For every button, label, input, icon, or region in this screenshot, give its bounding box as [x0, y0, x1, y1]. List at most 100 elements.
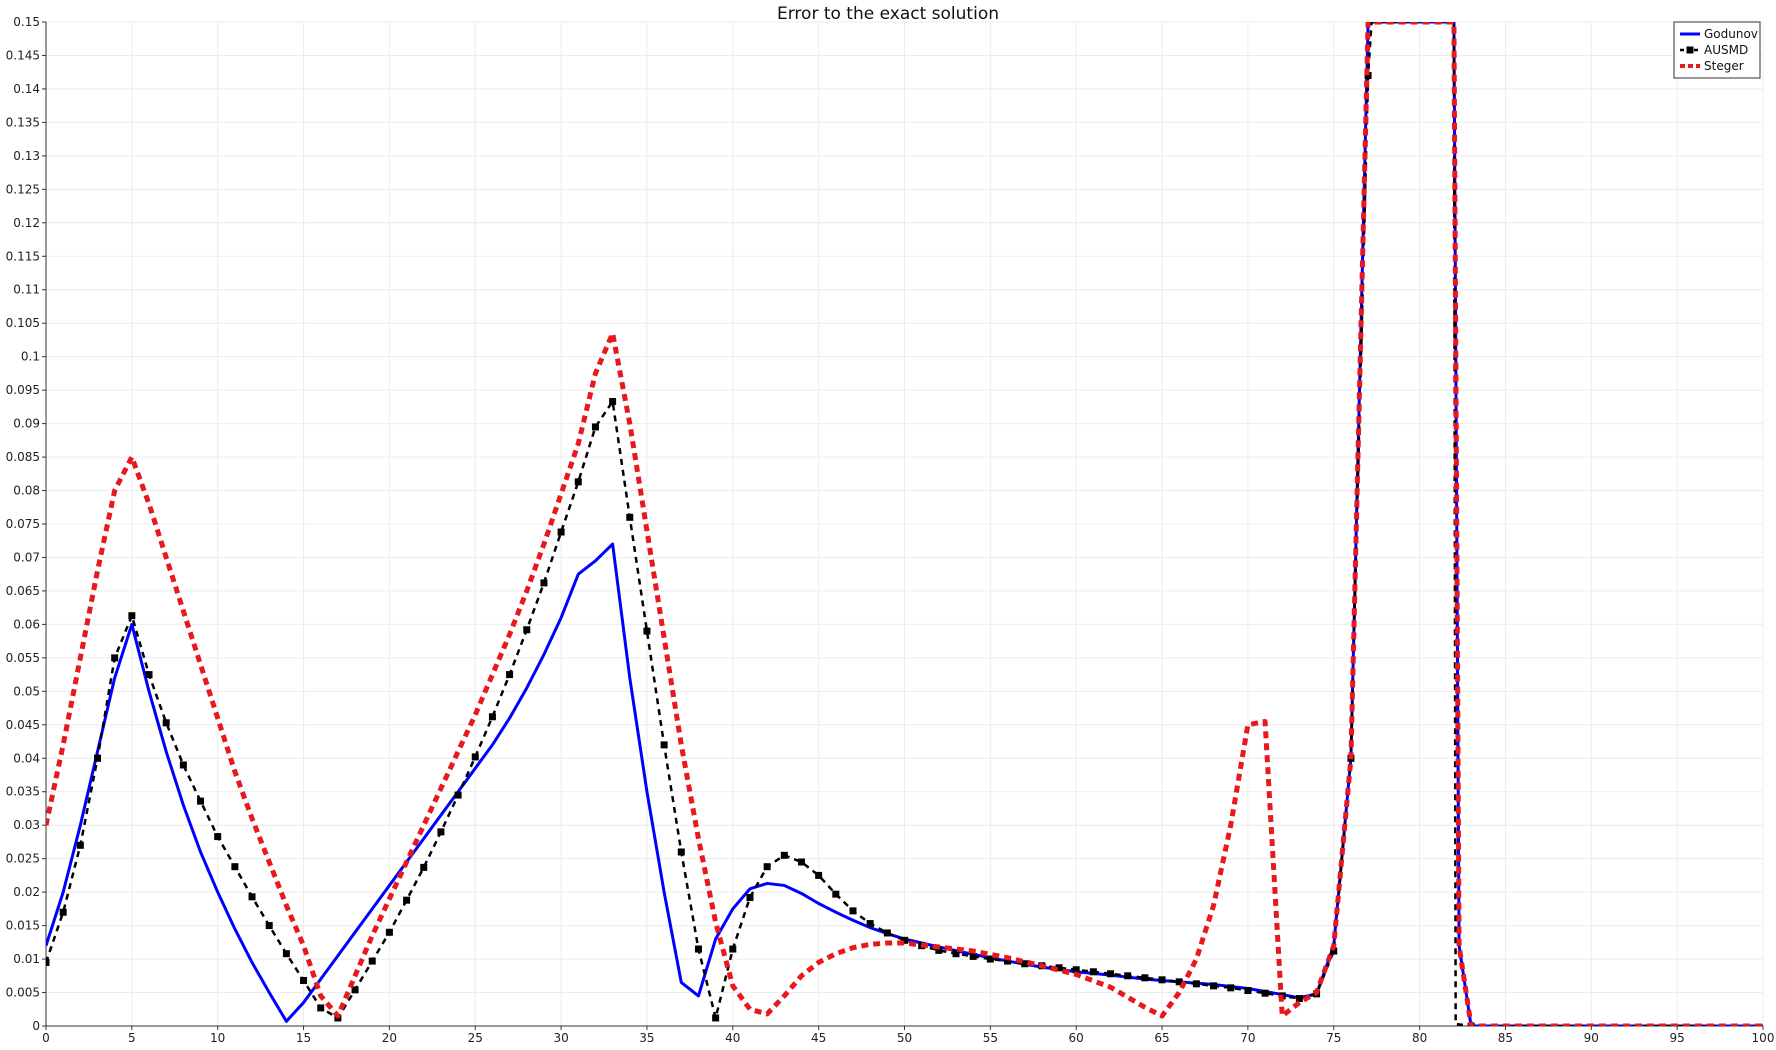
y-tick-label: 0.125: [6, 182, 40, 196]
y-tick-label: 0.1: [21, 350, 40, 364]
data-point-ausmd: [59, 908, 67, 916]
series-clip-group: [46, 22, 1763, 1026]
data-point-ausmd: [1021, 960, 1029, 968]
data-point-ausmd: [1004, 957, 1012, 965]
data-point-ausmd: [403, 896, 411, 904]
x-tick-label: 0: [42, 1031, 50, 1045]
x-tick-label: 70: [1240, 1031, 1255, 1045]
data-point-ausmd: [523, 626, 531, 634]
x-tick-label: 55: [983, 1031, 998, 1045]
chart-title: Error to the exact solution: [777, 4, 999, 24]
y-tick-label: 0.035: [6, 785, 40, 799]
data-point-ausmd: [111, 654, 119, 662]
y-tick-label: 0.135: [6, 115, 40, 129]
series-line-ausmd: [46, 22, 1763, 1026]
data-point-ausmd: [1210, 982, 1218, 990]
legend-label-godunov: Godunov: [1704, 27, 1758, 41]
y-tick-label: 0.015: [6, 919, 40, 933]
data-point-ausmd: [214, 833, 222, 841]
x-tick-label: 10: [210, 1031, 225, 1045]
x-tick-label: 50: [897, 1031, 912, 1045]
data-point-ausmd: [265, 922, 273, 930]
data-point-ausmd: [626, 513, 634, 521]
x-tick-label: 80: [1412, 1031, 1427, 1045]
data-point-ausmd: [454, 791, 462, 799]
data-point-ausmd: [935, 946, 943, 954]
x-tick-label: 5: [128, 1031, 136, 1045]
data-point-ausmd: [591, 423, 599, 431]
x-tick-label: 90: [1584, 1031, 1599, 1045]
data-point-ausmd: [1244, 987, 1252, 995]
data-point-ausmd: [179, 761, 187, 769]
data-point-ausmd: [437, 828, 445, 836]
data-point-ausmd: [1124, 972, 1132, 980]
y-tick-label: 0.14: [13, 82, 40, 96]
data-point-ausmd: [969, 952, 977, 960]
data-point-ausmd: [1227, 984, 1235, 992]
data-point-ausmd: [729, 945, 737, 953]
y-tick-label: 0.09: [13, 417, 40, 431]
y-tick-label: 0.05: [13, 684, 40, 698]
x-tick-label: 25: [468, 1031, 483, 1045]
data-point-ausmd: [1089, 968, 1097, 976]
data-point-ausmd: [197, 797, 205, 805]
data-point-ausmd: [471, 753, 479, 761]
x-tick-label: 95: [1670, 1031, 1685, 1045]
y-tick-label: 0.03: [13, 818, 40, 832]
data-point-ausmd: [952, 950, 960, 958]
data-point-ausmd: [866, 920, 874, 928]
data-point-ausmd: [1295, 995, 1303, 1003]
x-tick-label: 75: [1326, 1031, 1341, 1045]
x-tick-label: 15: [296, 1031, 311, 1045]
y-tick-label: 0.06: [13, 617, 40, 631]
series-lines: [46, 22, 1763, 1026]
y-tick-label: 0.15: [13, 15, 40, 29]
data-point-ausmd: [986, 955, 994, 963]
x-tick-label: 85: [1498, 1031, 1513, 1045]
data-point-ausmd: [815, 871, 823, 879]
y-tick-label: 0.13: [13, 149, 40, 163]
y-tick-label: 0.11: [13, 283, 40, 297]
series-line-godunov: [46, 22, 1763, 1026]
data-point-ausmd: [574, 478, 582, 486]
data-point-ausmd: [797, 858, 805, 866]
data-point-ausmd: [488, 713, 496, 721]
x-tick-label: 60: [1069, 1031, 1084, 1045]
y-tick-label: 0: [32, 1019, 40, 1033]
y-tick-label: 0.12: [13, 216, 40, 230]
data-point-ausmd: [1072, 966, 1080, 974]
y-tick-label: 0.075: [6, 517, 40, 531]
y-tick-label: 0.02: [13, 885, 40, 899]
x-tick-label: 40: [725, 1031, 740, 1045]
legend-label-ausmd: AUSMD: [1704, 43, 1748, 57]
data-point-ausmd: [883, 929, 891, 937]
data-point-ausmd: [609, 398, 617, 406]
data-point-ausmd: [557, 528, 565, 536]
legend-marker-ausmd: [1686, 46, 1694, 54]
data-point-ausmd: [1192, 980, 1200, 988]
data-point-ausmd: [643, 627, 651, 635]
data-point-ausmd: [746, 893, 754, 901]
x-axis-ticks: 0 5 10 15 20 25 30 35 40 45 50 55 60 65 70 75 80 85 90 95 10…: [42, 1026, 1774, 1045]
data-point-ausmd: [248, 893, 256, 901]
data-point-ausmd: [677, 848, 685, 856]
data-point-ausmd: [660, 741, 668, 749]
data-point-ausmd: [94, 754, 102, 762]
y-tick-label: 0.105: [6, 316, 40, 330]
data-point-ausmd: [1364, 72, 1372, 80]
data-point-ausmd: [368, 957, 376, 965]
y-tick-label: 0.055: [6, 651, 40, 665]
y-tick-label: 0.095: [6, 383, 40, 397]
y-tick-label: 0.065: [6, 584, 40, 598]
data-point-ausmd: [128, 612, 136, 620]
x-tick-label: 30: [553, 1031, 568, 1045]
data-point-ausmd: [231, 863, 239, 871]
y-tick-label: 0.045: [6, 718, 40, 732]
data-point-ausmd: [1330, 947, 1338, 955]
data-point-ausmd: [1175, 978, 1183, 986]
data-point-ausmd: [145, 671, 153, 679]
data-point-ausmd: [317, 1004, 325, 1012]
data-point-ausmd: [1158, 976, 1166, 984]
legend: Godunov AUSMD Steger: [1673, 21, 1761, 79]
